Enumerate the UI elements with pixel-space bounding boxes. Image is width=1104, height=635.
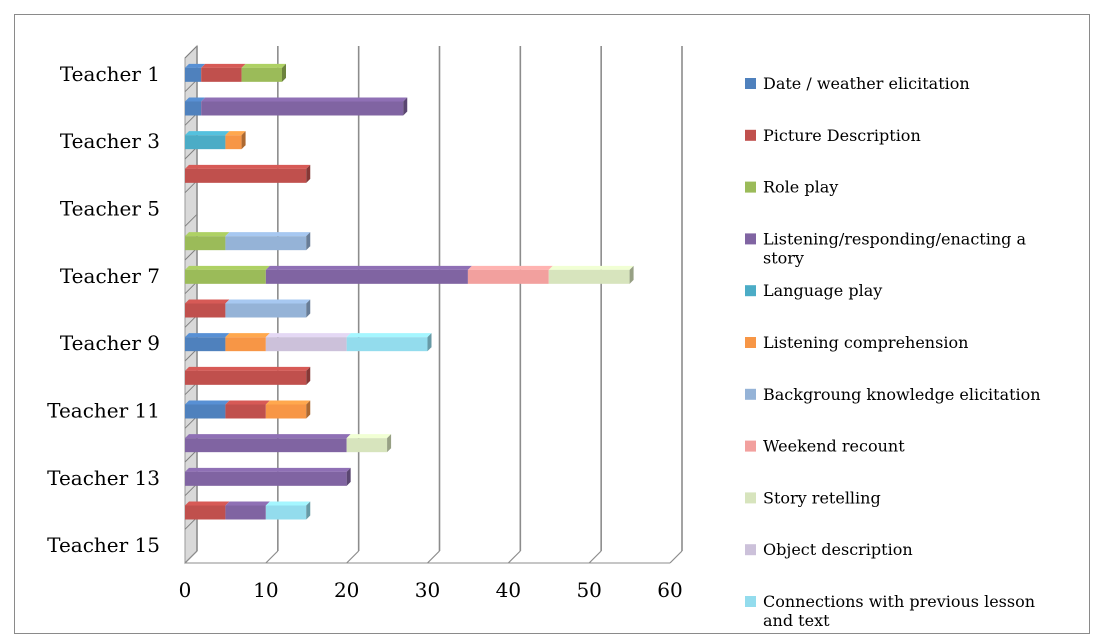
legend-swatch: [745, 337, 756, 348]
bar-segment: [185, 400, 230, 419]
gridline-floor: [507, 550, 521, 564]
legend: Date / weather elicitation Picture Descri…: [745, 74, 1041, 630]
x-tick-label: 30: [415, 578, 440, 602]
stacked-bar-chart: Teacher 1 Teacher 3 Teacher 5 Teacher 7 Teac…: [47, 44, 1041, 630]
tick-labels: 0 10 20 30 40 50 60: [179, 578, 683, 602]
gridline-floor: [427, 550, 440, 564]
legend-swatch: [745, 596, 756, 607]
legend-label: Backgroung knowledge elicitation: [763, 385, 1041, 404]
gridline-floor: [346, 550, 360, 564]
bar-segment: [201, 97, 408, 116]
category-label: Teacher 11: [47, 399, 160, 423]
legend-label: Object description: [763, 540, 913, 559]
legend-item: Weekend recount: [745, 437, 905, 456]
legend-item: Language play: [745, 281, 882, 300]
legend-item: Backgroung knowledge elicitation: [745, 385, 1041, 404]
bar-segment: [346, 434, 392, 453]
legend-label: Date / weather elicitation: [763, 74, 970, 93]
bar-segment: [185, 265, 270, 284]
bar-segment: [185, 333, 230, 352]
bar-segment: [185, 366, 311, 385]
legend-item: Object description: [745, 540, 913, 559]
legend-label: Story retelling: [763, 488, 881, 507]
bar-segment: [185, 131, 230, 150]
legend-item: Picture Description: [745, 126, 921, 145]
legend-swatch: [745, 492, 756, 504]
bar-segment: [346, 333, 432, 352]
legend-swatch: [745, 129, 756, 141]
bar-segment: [225, 299, 311, 318]
x-tick-label: 10: [253, 578, 278, 602]
bar-segment: [225, 232, 311, 251]
bar-segment: [185, 232, 230, 251]
legend-item: Listening comprehension: [745, 333, 968, 352]
bar-segment: [265, 400, 311, 419]
legend-label: Weekend recount: [763, 437, 905, 456]
legend-item: Story retelling: [745, 488, 881, 507]
x-tick-label: 0: [179, 578, 192, 602]
x-tick-label: 60: [657, 578, 682, 602]
bar-segment: [265, 501, 311, 520]
bar-segment: [185, 467, 351, 486]
x-tick-label: 50: [576, 578, 601, 602]
bar-segment: [225, 131, 246, 150]
category-label: Teacher 5: [60, 197, 160, 221]
bar-segment: [185, 97, 206, 116]
legend-swatch: [745, 544, 756, 556]
legend-swatch: [745, 440, 756, 452]
x-tick-label: 20: [334, 578, 359, 602]
axis-wall-tick: [184, 213, 198, 227]
legend-label: Connections with previous lesson and text: [763, 592, 1035, 630]
legend-swatch: [745, 388, 756, 400]
category-labels: Teacher 1 Teacher 3 Teacher 5 Teacher 7 Teac…: [47, 62, 160, 557]
legend-label: Language play: [763, 281, 882, 300]
bar-segment: [241, 63, 286, 82]
bar-segment: [467, 265, 553, 284]
bar-segment: [225, 400, 270, 419]
legend-label: Role play: [763, 178, 838, 197]
bar-segment: [185, 164, 311, 183]
chart-frame: Teacher 1 Teacher 3 Teacher 5 Teacher 7 Teac…: [14, 14, 1090, 634]
x-tick-label: 40: [496, 578, 521, 602]
legend-label: Listening/responding/enacting a story: [763, 229, 1026, 267]
legend-swatch: [745, 181, 756, 193]
category-label: Teacher 9: [60, 331, 160, 355]
legend-item: Role play: [745, 178, 838, 197]
category-label: Teacher 7: [60, 264, 160, 288]
bar-segment: [185, 501, 230, 520]
category-label: Teacher 15: [47, 533, 160, 557]
legend-label: Listening comprehension: [763, 333, 968, 352]
legend-item: Listening/responding/enacting a story: [745, 229, 1026, 267]
gridline-floor: [184, 550, 198, 564]
bar-segment: [185, 299, 230, 318]
bar-segment: [201, 63, 246, 82]
bar-segment: [265, 265, 472, 284]
bars-layer: [185, 63, 634, 520]
bar-segment: [185, 63, 206, 82]
bar-segment: [185, 434, 351, 453]
category-label: Teacher 3: [60, 129, 160, 153]
legend-swatch: [745, 78, 756, 89]
category-label: Teacher 13: [47, 466, 160, 490]
bar-segment: [548, 265, 634, 284]
legend-swatch: [745, 233, 756, 245]
bar-segment: [225, 501, 270, 520]
gridline-floor: [265, 550, 279, 564]
bar-segment: [265, 333, 351, 352]
legend-label: Picture Description: [763, 126, 921, 145]
axis-wall-tick: [184, 45, 198, 59]
category-label: Teacher 1: [60, 62, 160, 86]
gridline-floor: [588, 550, 602, 564]
legend-item: Connections with previous lesson and text: [745, 592, 1035, 630]
bar-segment: [225, 333, 270, 352]
legend-item: Date / weather elicitation: [745, 74, 970, 93]
gridline-floor: [669, 550, 683, 564]
legend-swatch: [745, 285, 756, 297]
